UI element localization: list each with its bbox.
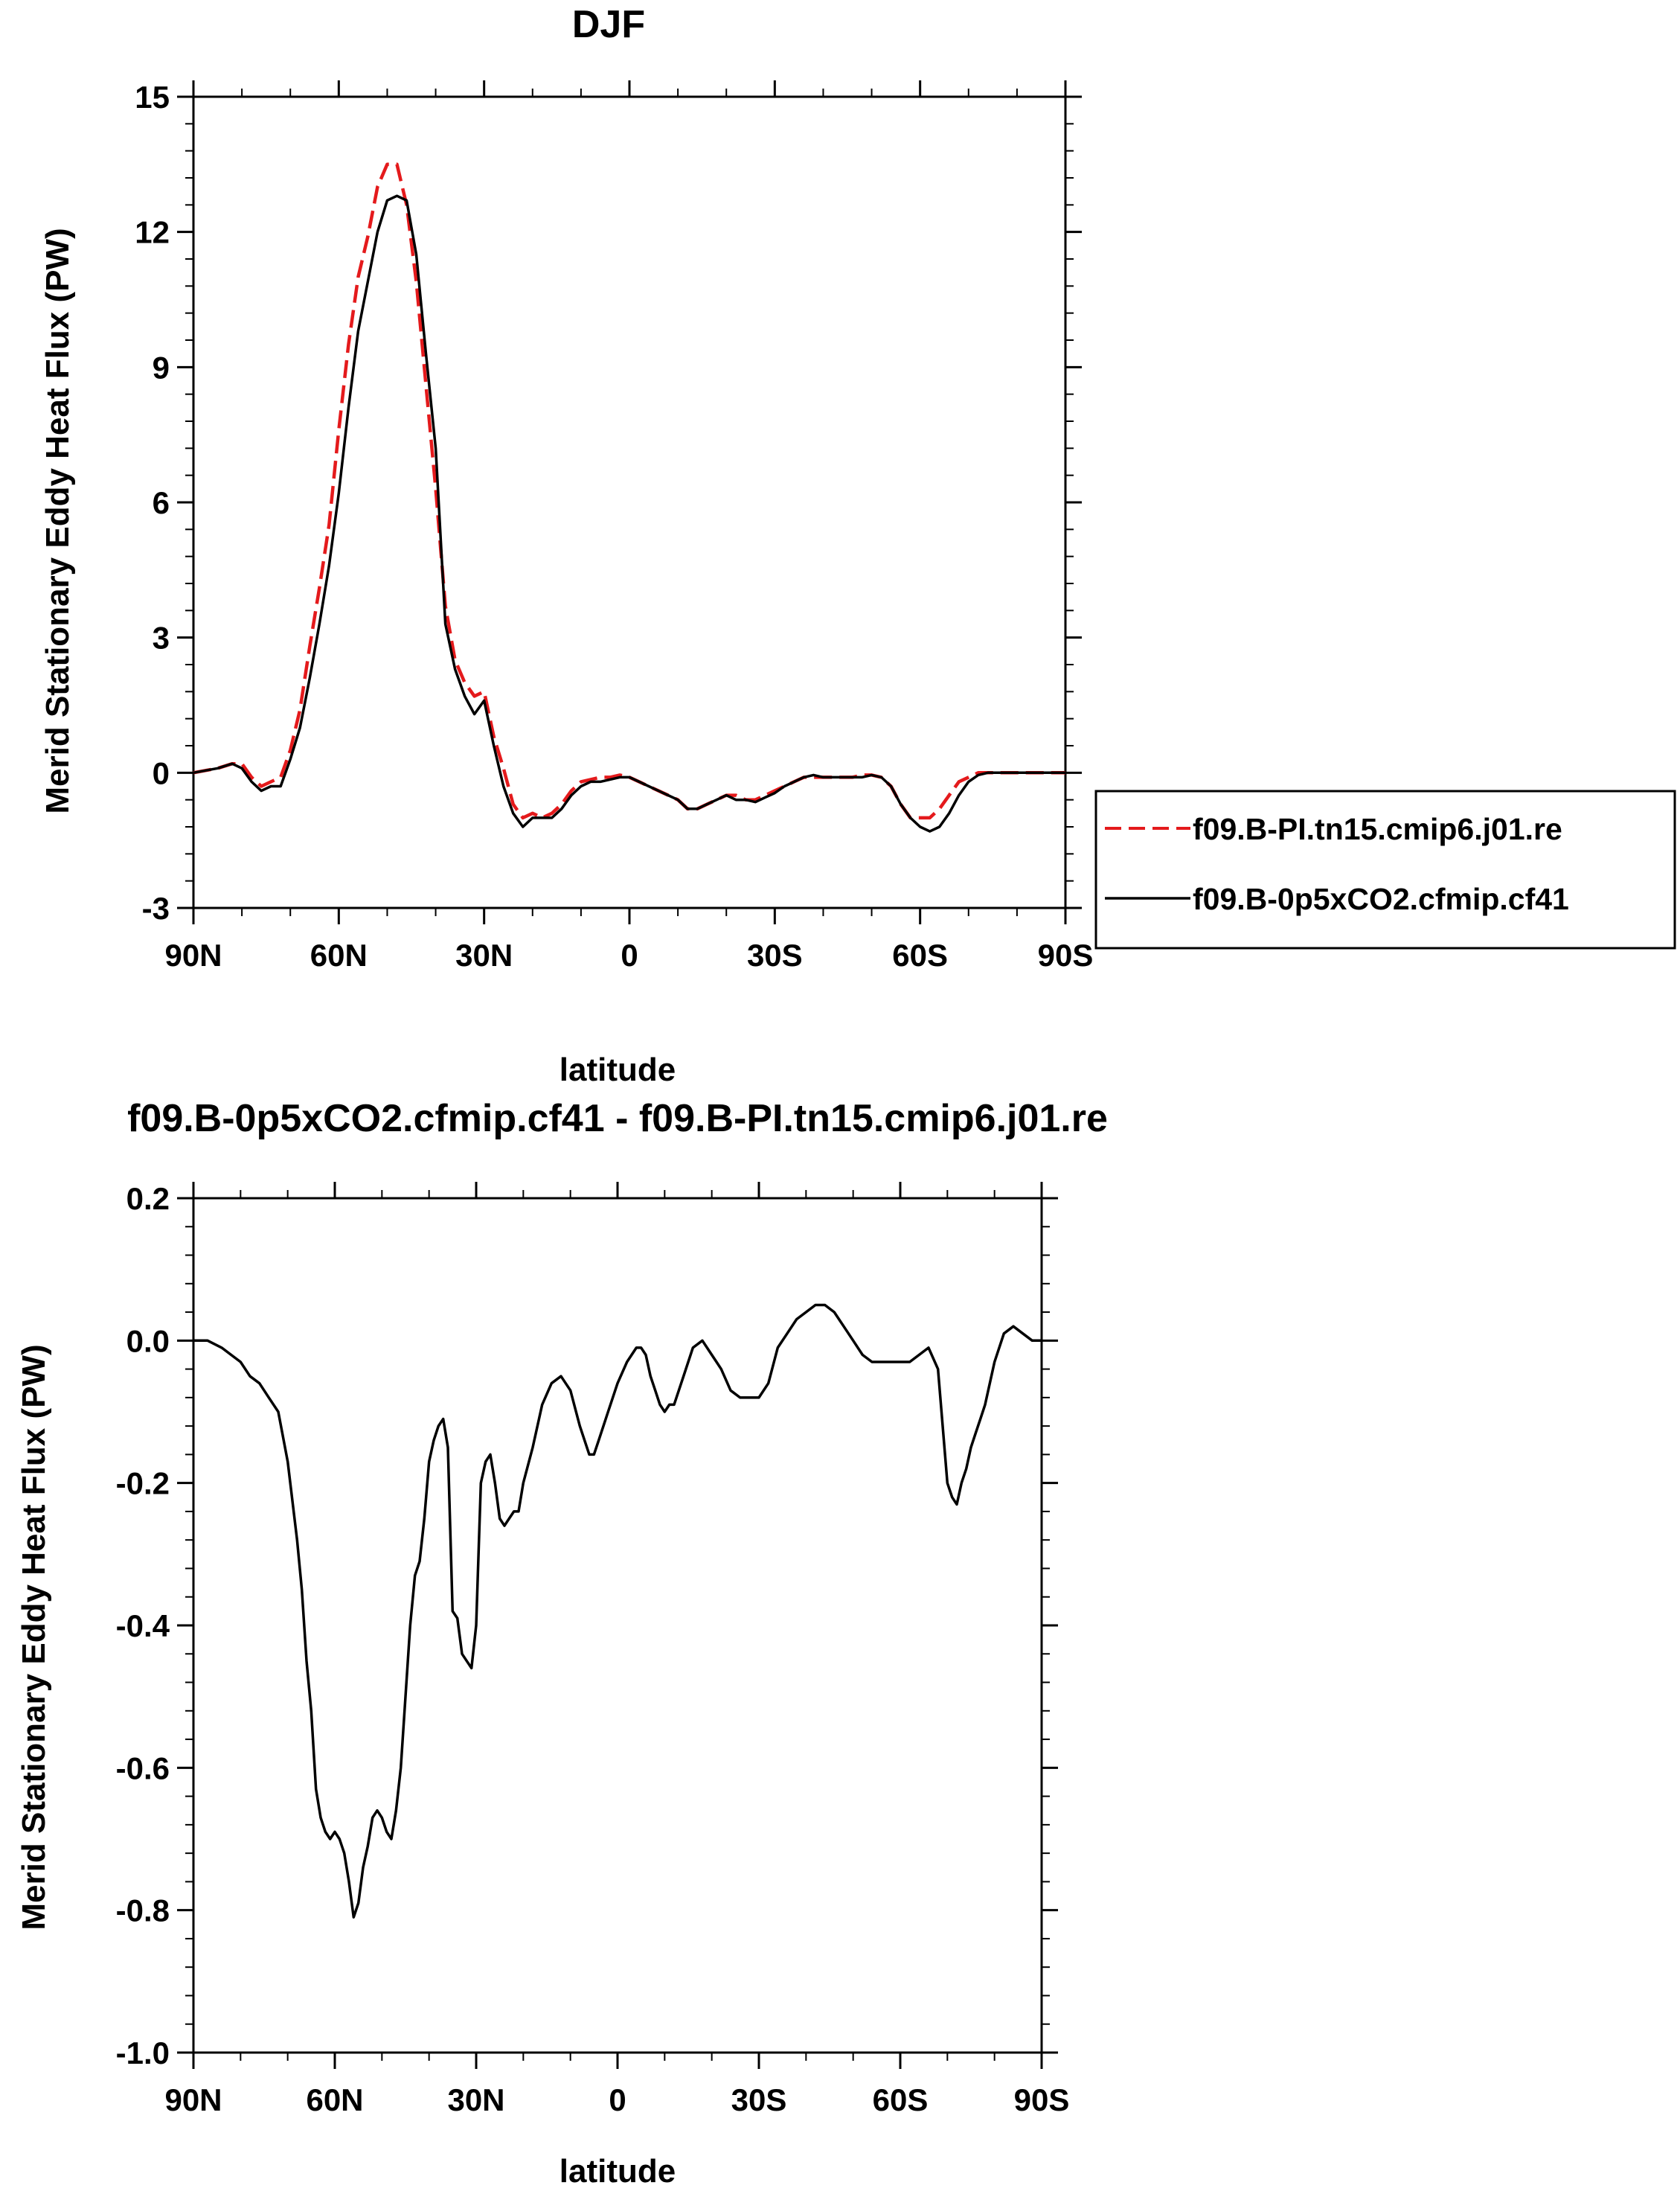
- bottom-x-axis-label: latitude: [560, 2153, 676, 2190]
- bottom-y-tick-label: -0.6: [116, 1750, 170, 1785]
- top-y-tick-label: 3: [153, 621, 170, 656]
- top-x-tick-label: 90S: [1038, 938, 1094, 973]
- bottom-panel: f09.B-0p5xCO2.cfmip.cf41 - f09.B-PI.tn15…: [16, 1097, 1108, 2190]
- top-x-tick-label: 60S: [892, 938, 948, 973]
- top-chart-title: DJF: [572, 3, 645, 46]
- top-series-line-0: [193, 162, 1065, 820]
- top-x-tick-label: 60N: [310, 938, 368, 973]
- top-axes: 90N 60N 30N 0 30S 60S 90S -3 0 3 6 9 12 15: [135, 80, 1093, 973]
- bottom-y-tick-label: 0.0: [126, 1323, 170, 1358]
- bottom-chart-title: f09.B-0p5xCO2.cfmip.cf41 - f09.B-PI.tn15…: [127, 1097, 1108, 1140]
- top-y-tick-label: 12: [135, 215, 170, 250]
- top-y-axis-label: Merid Stationary Eddy Heat Flux (PW): [39, 228, 76, 813]
- top-y-tick-label: 15: [135, 80, 170, 115]
- top-x-axis-label: latitude: [560, 1052, 676, 1088]
- legend-box: [1094, 790, 1676, 950]
- bottom-x-tick-label: 0: [609, 2082, 626, 2117]
- bottom-x-tick-label: 90N: [164, 2082, 222, 2117]
- top-y-tick-label: -3: [142, 891, 170, 926]
- bottom-x-tick-label: 90S: [1014, 2082, 1070, 2117]
- bottom-y-tick-label: -0.2: [116, 1466, 170, 1501]
- bottom-y-tick-label: -0.4: [116, 1608, 170, 1643]
- bottom-plot-frame: [192, 1197, 1043, 2054]
- top-x-tick-label: 0: [621, 938, 638, 973]
- bottom-y-tick-label: -1.0: [116, 2035, 170, 2070]
- top-x-tick-label: 90N: [164, 938, 222, 973]
- bottom-x-tick-label: 60N: [306, 2082, 363, 2117]
- bottom-axes: 90N 60N 30N 0 30S 60S 90S -1.0 -0.8 -0.6 -0.4 -0.2 0…: [116, 1181, 1070, 2117]
- top-x-tick-label: 30S: [747, 938, 803, 973]
- bottom-series-line-0: [193, 1303, 1042, 1919]
- top-y-tick-label: 9: [153, 350, 170, 385]
- bottom-y-tick-label: 0.2: [126, 1181, 170, 1216]
- top-series-line-1: [193, 194, 1065, 833]
- top-y-tick-label: 0: [153, 755, 170, 790]
- legend-label-pi: f09.B-PI.tn15.cmip6.j01.re: [1193, 812, 1562, 846]
- bottom-x-tick-label: 30S: [731, 2082, 787, 2117]
- bottom-x-tick-label: 30N: [447, 2082, 504, 2117]
- bottom-y-tick-label: -0.8: [116, 1893, 170, 1928]
- legend: f09.B-PI.tn15.cmip6.j01.re f09.B-0p5xCO2…: [1094, 790, 1676, 950]
- top-plot-frame: [192, 95, 1067, 909]
- top-x-tick-label: 30N: [455, 938, 513, 973]
- top-panel: DJF 90N 60N 30N 0 30S 60S 90S -3 0 3 6 9 12 15 latitu…: [39, 3, 1093, 1088]
- top-y-tick-label: 6: [153, 485, 170, 520]
- top-series: [193, 162, 1065, 833]
- bottom-x-tick-label: 60S: [873, 2082, 929, 2117]
- bottom-series: [193, 1303, 1042, 1919]
- legend-label-co2: f09.B-0p5xCO2.cfmip.cf41: [1193, 882, 1569, 916]
- bottom-y-axis-label: Merid Stationary Eddy Heat Flux (PW): [16, 1344, 52, 1930]
